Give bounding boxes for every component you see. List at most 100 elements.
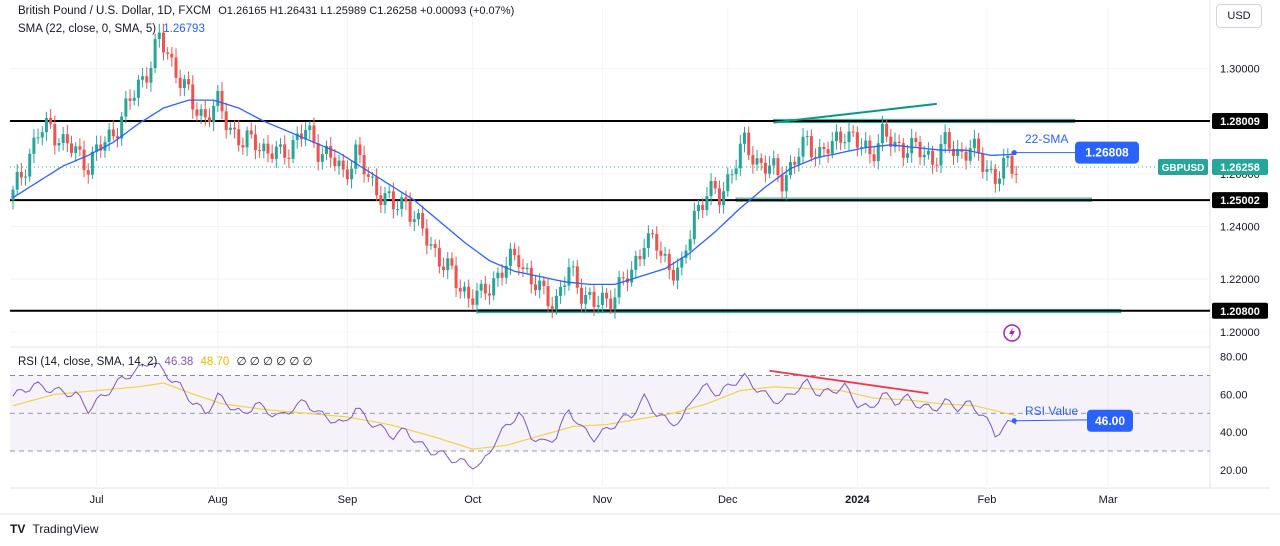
tradingview-logo-icon: TV (10, 522, 26, 536)
candle-down (914, 137, 918, 142)
rsi-tick-label: 80.00 (1220, 352, 1248, 364)
currency-button[interactable]: USD (1216, 4, 1262, 28)
candle-down (362, 155, 366, 175)
candle-down (889, 136, 893, 147)
candle-up (24, 176, 28, 178)
sma-22-line (12, 99, 1017, 286)
candle-up (496, 272, 500, 279)
level-price-tag (1212, 302, 1268, 319)
candle-down (546, 286, 550, 307)
candle-up (132, 97, 136, 101)
ohlc-values: O1.26165 H1.26431 L1.25989 C1.26258 +0.0… (218, 5, 515, 17)
candle-up (57, 143, 61, 146)
candle-down (839, 131, 843, 143)
candle-up (228, 127, 232, 131)
candle-up (95, 144, 99, 152)
candle-down (174, 57, 178, 78)
candle-up (212, 105, 216, 123)
candle-up (308, 125, 312, 130)
candle-down (575, 266, 579, 288)
candle-down (345, 169, 349, 180)
candle-down (404, 197, 408, 202)
candle-up (325, 145, 328, 155)
candle-down (513, 248, 517, 256)
rsi-tick-label: 60.00 (1220, 389, 1248, 401)
candle-down (780, 175, 784, 192)
candle-down (471, 298, 475, 305)
rsi-callout-point (1011, 418, 1017, 424)
candle-down (341, 160, 345, 170)
candle-up (90, 151, 94, 175)
candle-down (425, 228, 429, 246)
candle-up (722, 191, 726, 206)
candle-down (128, 98, 132, 101)
candle-up (320, 154, 324, 162)
candle-up (830, 141, 834, 154)
candle-up (107, 129, 111, 142)
candle-up (28, 153, 32, 177)
candle-up (755, 158, 759, 165)
candle-up (784, 175, 788, 192)
candle-up (922, 154, 926, 158)
candle-up (726, 174, 730, 192)
candle-down (855, 132, 859, 148)
candle-down (70, 143, 74, 153)
candle-up (730, 174, 734, 176)
candle-up (567, 267, 571, 286)
price-pane (10, 8, 1210, 345)
candle-up (642, 247, 646, 260)
candle-up (475, 290, 479, 305)
candle-up (74, 146, 78, 153)
candle-down (99, 144, 103, 151)
candle-up (136, 79, 140, 98)
candle-up (818, 146, 822, 158)
candle-down (249, 130, 253, 135)
candle-down (952, 148, 955, 156)
candle-down (550, 306, 554, 309)
sma-callout-box (1075, 141, 1139, 164)
rsi-value: 46.38 (164, 356, 194, 368)
candle-down (166, 52, 170, 54)
candle-down (65, 134, 69, 144)
time-tick-label: Feb (977, 494, 996, 506)
candle-up (354, 144, 358, 169)
candle-down (776, 158, 780, 176)
sma-callout-value: 1.26808 (1085, 146, 1129, 160)
candle-down (454, 265, 458, 289)
candle-down (145, 76, 149, 83)
candle-down (408, 201, 412, 222)
candle-up (337, 160, 341, 167)
candle-down (897, 141, 901, 144)
candle-up (11, 189, 15, 201)
candle-up (663, 253, 667, 256)
candle-down (19, 171, 23, 178)
candle-up (688, 239, 692, 251)
candle-down (116, 136, 119, 139)
candle-up (743, 132, 746, 144)
candle-up (61, 134, 65, 144)
time-tick-label: Jul (90, 494, 104, 506)
candle-down (161, 32, 165, 53)
candle-up (429, 244, 433, 246)
candle-up (768, 165, 772, 174)
candle-up (157, 32, 161, 40)
rsi-extra-values: ∅ ∅ ∅ ∅ ∅ ∅ (236, 356, 313, 368)
candle-up (880, 123, 884, 144)
symbol-tag (1158, 159, 1208, 176)
level-price-label: 1.28009 (1220, 116, 1260, 128)
candle-up (709, 180, 713, 197)
candle-down (517, 255, 521, 268)
time-tick-label: Oct (464, 494, 481, 506)
candle-up (588, 291, 592, 295)
candle-up (387, 191, 391, 194)
candle-down (671, 270, 675, 281)
candle-up (926, 150, 930, 155)
candle-down (329, 145, 333, 158)
candle-up (396, 208, 400, 210)
candle-down (421, 213, 425, 229)
candle-up (504, 265, 508, 278)
rsi-callout-value: 46.00 (1095, 414, 1125, 428)
candle-down (822, 146, 826, 150)
rsi-tick-label: 40.00 (1220, 427, 1248, 439)
